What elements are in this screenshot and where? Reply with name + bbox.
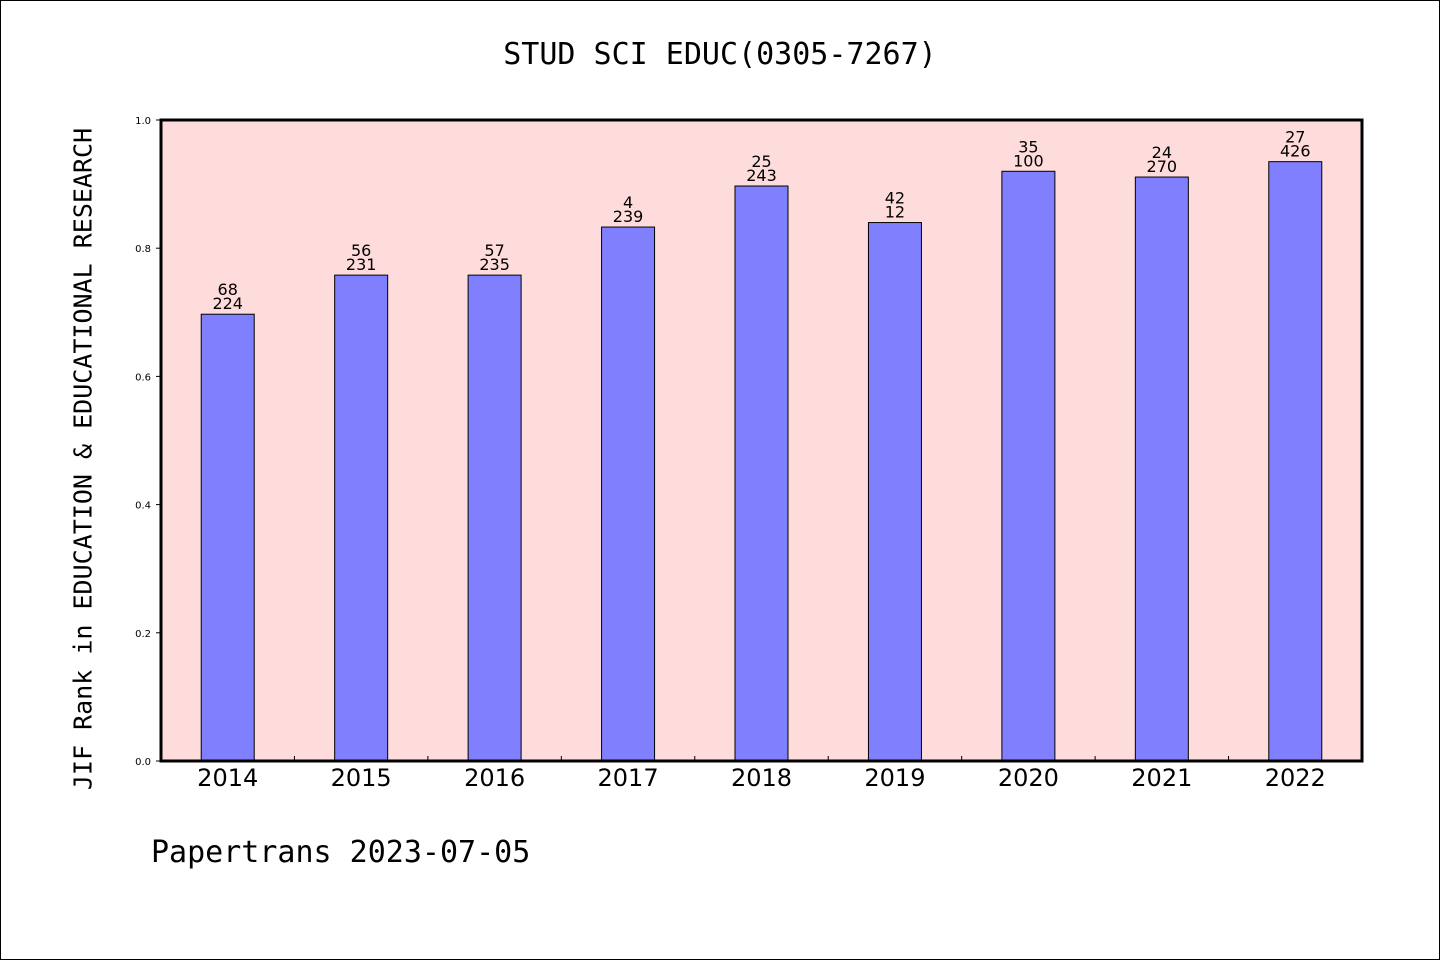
bar-total-label: 270 xyxy=(1147,157,1178,176)
y-tick-label: 0.8 xyxy=(135,244,151,255)
bar-rank-label: 25 xyxy=(751,152,771,171)
bar xyxy=(601,226,656,762)
bar-rank-label: 42 xyxy=(885,189,905,208)
bar-total-label: 224 xyxy=(212,294,243,313)
bar xyxy=(467,274,522,762)
x-tick-label: 2015 xyxy=(331,764,392,792)
x-tick-label: 2021 xyxy=(1131,764,1192,792)
bar xyxy=(867,222,922,762)
bar xyxy=(200,313,255,762)
bar-total-label: 12 xyxy=(885,203,905,222)
bar-rank-label: 56 xyxy=(351,241,371,260)
y-tick-label: 0.2 xyxy=(135,629,151,640)
bar xyxy=(1134,176,1189,762)
y-tick-label: 1.0 xyxy=(135,116,151,127)
bar xyxy=(1001,170,1056,762)
x-tick-label: 2017 xyxy=(598,764,659,792)
y-tick-label: 0.0 xyxy=(135,757,151,768)
bar-rank-label: 4 xyxy=(623,193,633,212)
bar-total-label: 426 xyxy=(1280,142,1311,161)
bar-rank-label: 35 xyxy=(1018,137,1038,156)
chart-title: STUD SCI EDUC(0305-7267) xyxy=(503,37,937,72)
plot-frame xyxy=(159,118,1364,763)
bar-rank-label: 24 xyxy=(1152,143,1172,162)
bar-total-label: 100 xyxy=(1013,151,1044,170)
bar-total-label: 231 xyxy=(346,255,377,274)
bar-rank-label: 68 xyxy=(218,280,238,299)
bar-total-label: 239 xyxy=(613,207,644,226)
bar-rank-label: 27 xyxy=(1285,128,1305,147)
footer-note: Papertrans 2023-07-05 xyxy=(151,835,531,870)
x-tick-label: 2022 xyxy=(1265,764,1326,792)
bar xyxy=(734,185,789,762)
bar-rank-label: 57 xyxy=(484,241,504,260)
x-tick-label: 2018 xyxy=(731,764,792,792)
bar xyxy=(1268,161,1323,762)
x-tick-label: 2014 xyxy=(197,764,258,792)
bar-total-label: 243 xyxy=(746,166,777,185)
y-tick-label: 0.6 xyxy=(135,372,151,383)
bar-total-label: 235 xyxy=(479,255,510,274)
x-tick-label: 2019 xyxy=(864,764,925,792)
bar xyxy=(334,274,389,762)
x-tick-label: 2020 xyxy=(998,764,1059,792)
y-tick-label: 0.4 xyxy=(135,501,151,512)
x-tick-label: 2016 xyxy=(464,764,525,792)
